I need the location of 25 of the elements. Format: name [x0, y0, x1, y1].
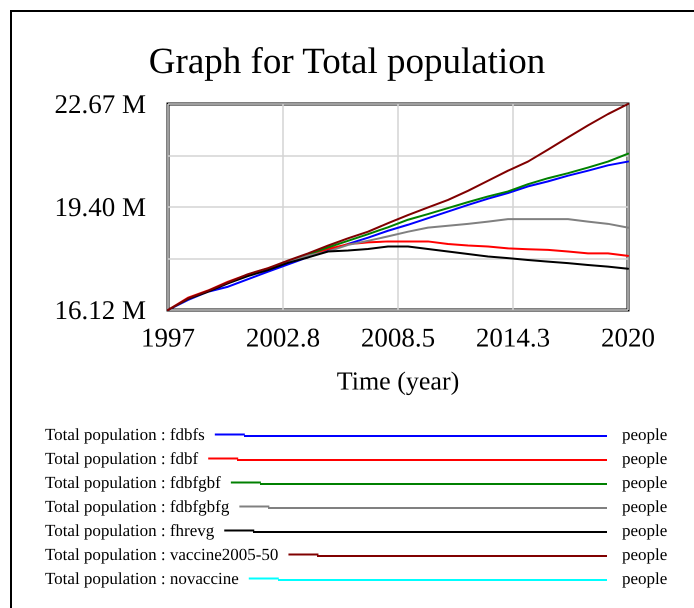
x-tick-label: 2008.5: [360, 322, 436, 352]
text: people: [622, 449, 668, 468]
legend-label: Total population : fhrevg: [44, 521, 215, 540]
x-tick-label: 2002.8: [246, 322, 320, 352]
text: people: [622, 521, 668, 540]
legend-label: Total population : novaccine: [44, 569, 239, 588]
legend-label: Total population : fdbfs: [44, 425, 205, 444]
legend-label: Total population : vaccine2005-50: [44, 545, 278, 564]
y-axis-title: people: [622, 425, 668, 444]
x-tick-label: 2020: [601, 322, 655, 352]
text: people: [622, 497, 668, 516]
x-axis-title: Time (year): [336, 366, 460, 396]
text: people: [622, 473, 668, 492]
y-tick-label: 19.40 M: [54, 192, 146, 222]
line-series: [167, 103, 629, 311]
x-tick-label: 2014.3: [476, 322, 550, 352]
legend-label: Total population : fdbf: [44, 449, 199, 468]
y-tick-label: 22.67 M: [54, 89, 146, 119]
chart-title: Graph for Total population: [148, 41, 546, 82]
legend-label: Total population : fdbfgbf: [44, 473, 222, 492]
x-tick-label: 1997: [141, 322, 195, 352]
text: people: [622, 545, 668, 564]
legend-label: Total population : fdbfgbfg: [44, 497, 230, 516]
text: people: [622, 569, 668, 588]
y-tick-label: 16.12 M: [54, 295, 146, 325]
